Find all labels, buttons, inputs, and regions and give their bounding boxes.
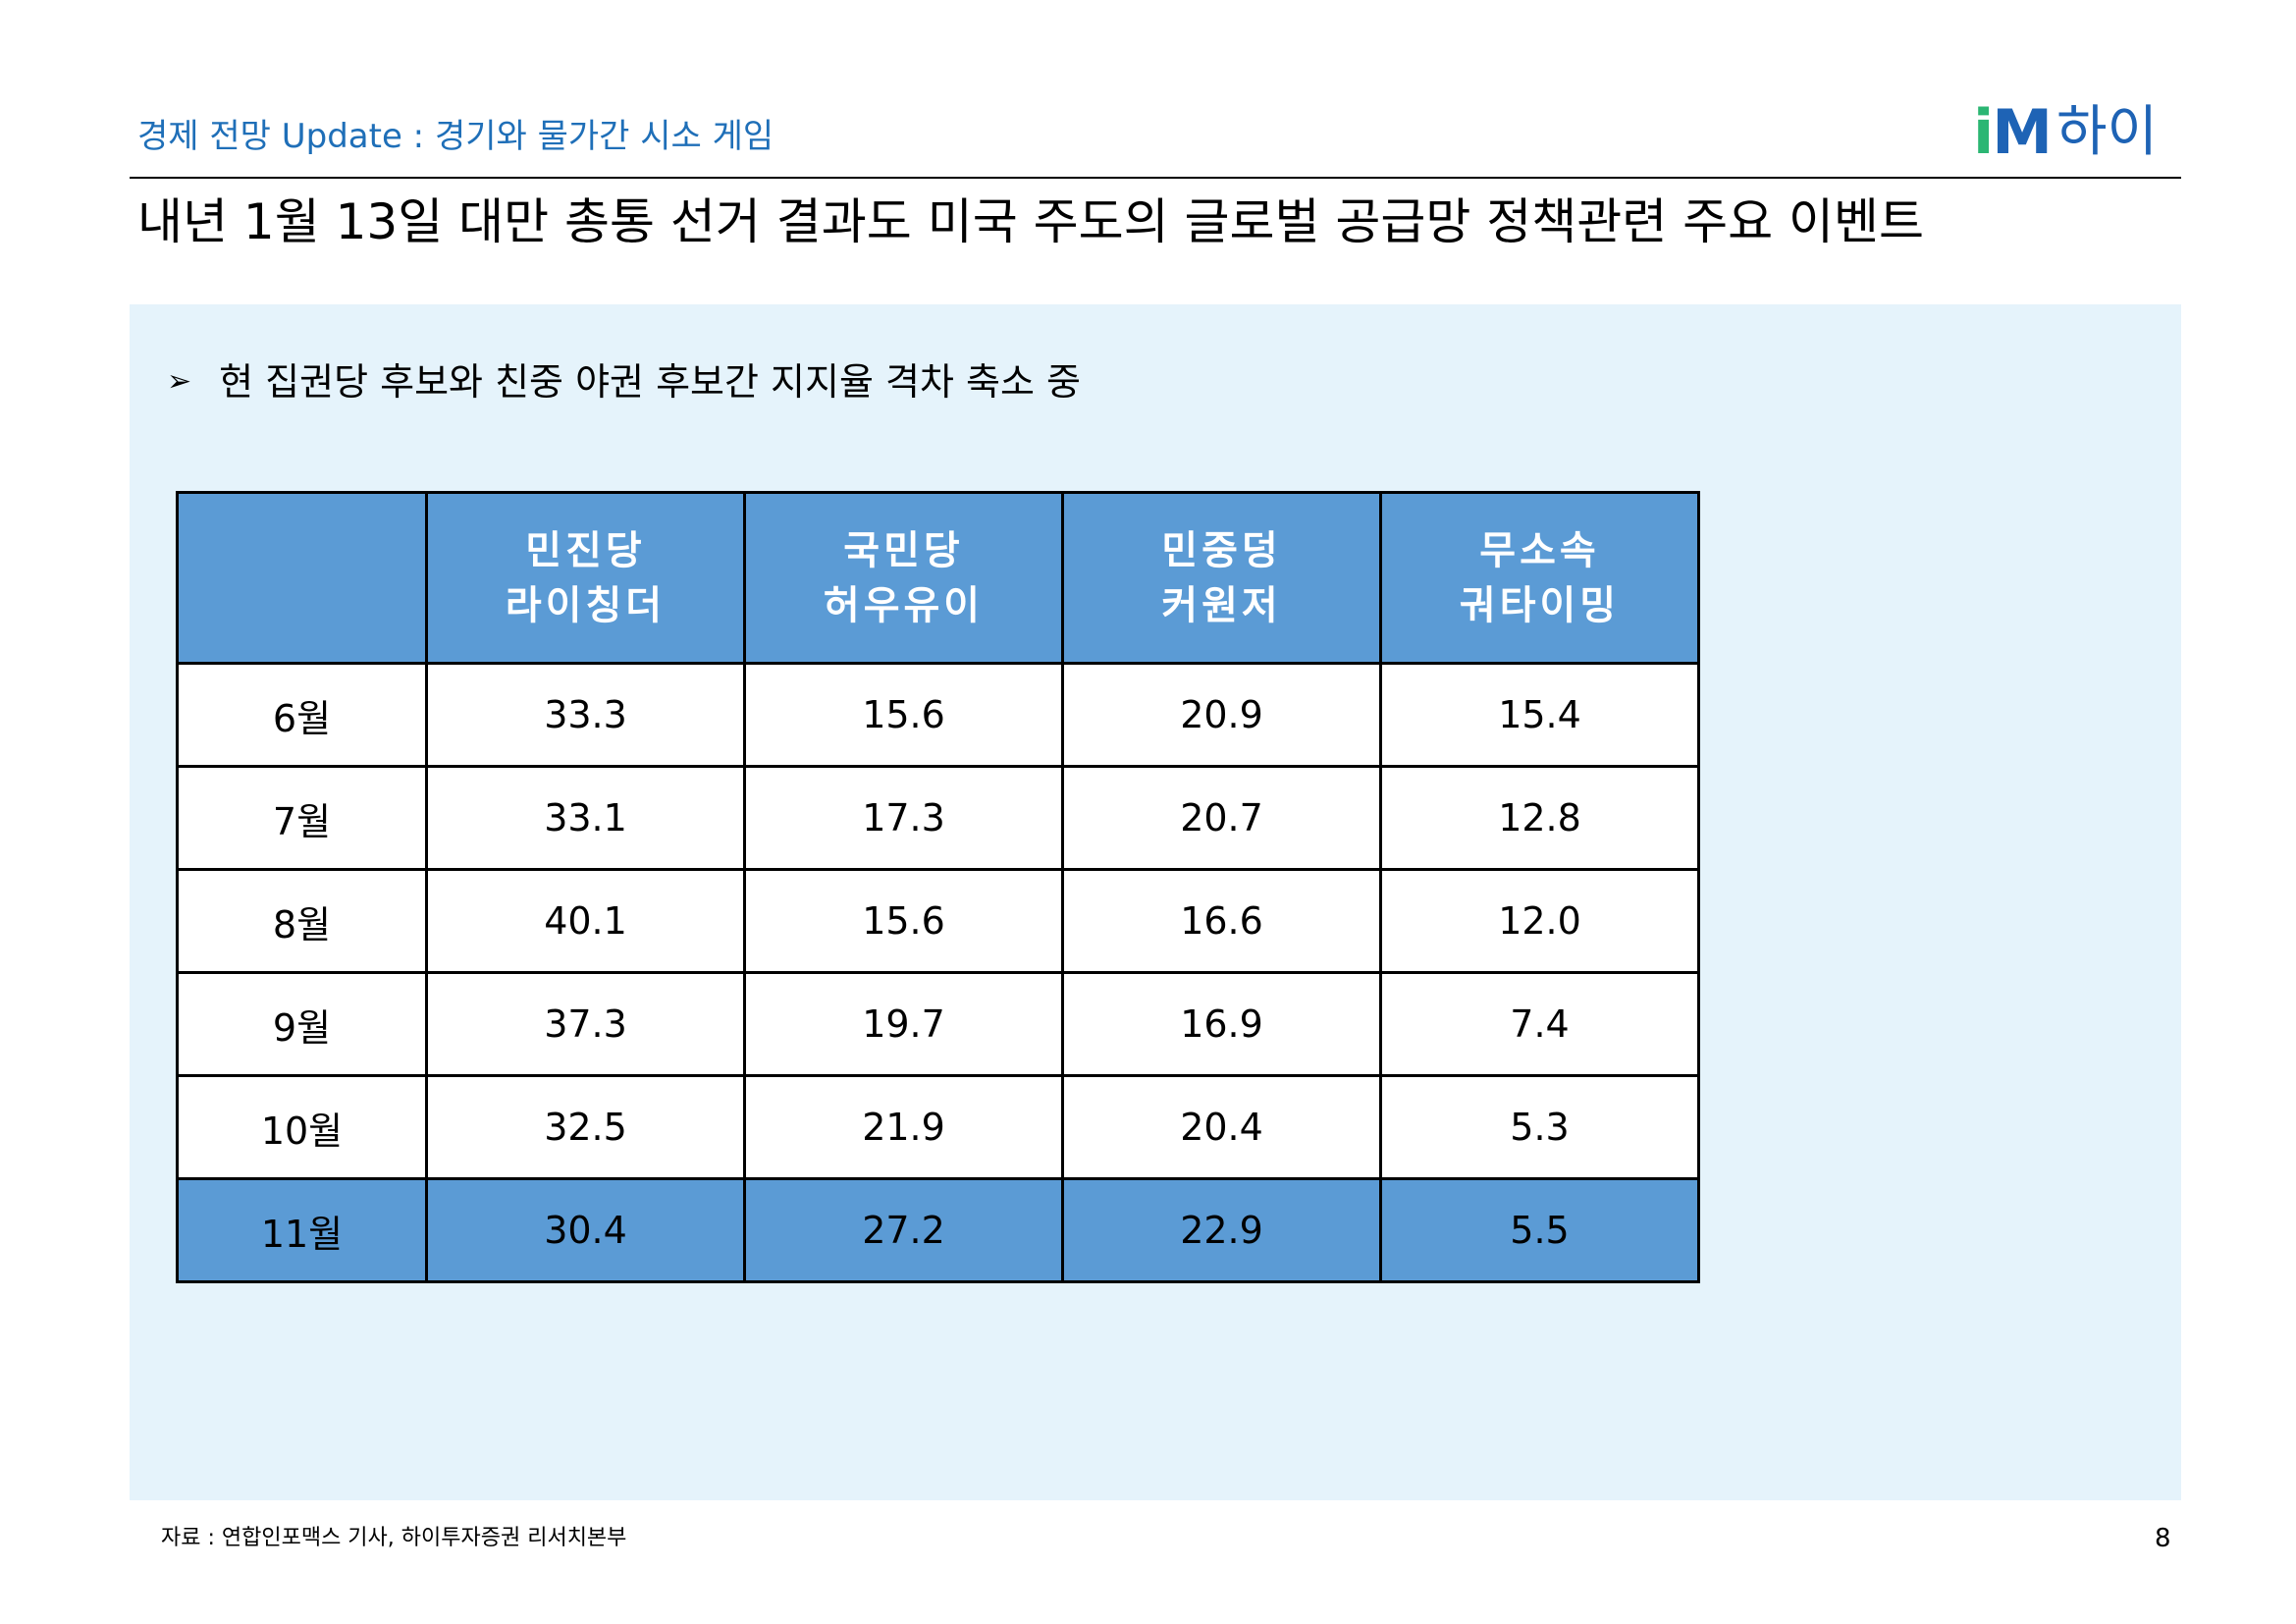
- value-cell: 40.1: [425, 868, 746, 974]
- value-cell: 37.3: [425, 971, 746, 1077]
- month-cell: 7월: [176, 765, 428, 871]
- page-number: 8: [2155, 1524, 2171, 1553]
- logo-i: i: [1973, 96, 1994, 168]
- month-cell: 6월: [176, 662, 428, 768]
- report-subtitle: 경제 전망 Update : 경기와 물가간 시소 게임: [137, 117, 774, 156]
- value-cell: 15.6: [743, 868, 1064, 974]
- value-cell: 21.9: [743, 1074, 1064, 1180]
- party-name: 민진당: [525, 527, 646, 573]
- value-cell: 12.8: [1379, 765, 1700, 871]
- candidate-name: 궈타이밍: [1459, 582, 1621, 628]
- value-cell: 5.3: [1379, 1074, 1700, 1180]
- value-cell: 22.9: [1061, 1177, 1382, 1283]
- table-row-highlighted: 11월 30.4 27.2 22.9 5.5: [176, 1177, 1700, 1283]
- candidate-name: 커원저: [1161, 582, 1282, 628]
- table-row: 7월 33.1 17.3 20.7 12.8: [176, 765, 1700, 871]
- value-cell: 20.7: [1061, 765, 1382, 871]
- value-cell: 5.5: [1379, 1177, 1700, 1283]
- value-cell: 7.4: [1379, 971, 1700, 1077]
- logo-hi: 하이: [2056, 100, 2159, 164]
- candidate-name: 라이칭더: [505, 582, 667, 628]
- bullet-point: ➢ 현 집권당 후보와 친중 야권 후보간 지지율 격차 축소 중: [167, 358, 1081, 406]
- table-row: 8월 40.1 15.6 16.6 12.0: [176, 868, 1700, 974]
- page-title: 내년 1월 13일 대만 총통 선거 결과도 미국 주도의 글로벌 공급망 정책…: [137, 193, 1925, 250]
- arrowhead-bullet-icon: ➢: [167, 364, 192, 399]
- value-cell: 15.6: [743, 662, 1064, 768]
- value-cell: 20.9: [1061, 662, 1382, 768]
- value-cell: 27.2: [743, 1177, 1064, 1283]
- value-cell: 15.4: [1379, 662, 1700, 768]
- value-cell: 16.6: [1061, 868, 1382, 974]
- value-cell: 30.4: [425, 1177, 746, 1283]
- table-row: 9월 37.3 19.7 16.9 7.4: [176, 971, 1700, 1077]
- month-cell: 11월: [176, 1177, 428, 1283]
- month-cell: 9월: [176, 971, 428, 1077]
- value-cell: 19.7: [743, 971, 1064, 1077]
- logo-m: M: [1992, 96, 2053, 168]
- party-name: 민중덩: [1161, 527, 1282, 573]
- party-name: 국민당: [843, 527, 964, 573]
- value-cell: 17.3: [743, 765, 1064, 871]
- source-note: 자료 : 연합인포맥스 기사, 하이투자증권 리서치본부: [161, 1526, 627, 1550]
- header-divider: [130, 177, 2181, 179]
- value-cell: 33.3: [425, 662, 746, 768]
- brand-logo: i M 하이: [1973, 102, 2158, 163]
- value-cell: 16.9: [1061, 971, 1382, 1077]
- value-cell: 20.4: [1061, 1074, 1382, 1180]
- month-cell: 8월: [176, 868, 428, 974]
- table-row: 10월 32.5 21.9 20.4 5.3: [176, 1074, 1700, 1180]
- value-cell: 33.1: [425, 765, 746, 871]
- header-cell-empty: [176, 491, 428, 665]
- bullet-text: 현 집권당 후보와 친중 야권 후보간 지지율 격차 축소 중: [219, 360, 1081, 404]
- month-cell: 10월: [176, 1074, 428, 1180]
- table-row: 6월 33.3 15.6 20.9 15.4: [176, 662, 1700, 768]
- candidate-name: 허우유이: [823, 582, 985, 628]
- party-name: 무소속: [1479, 527, 1600, 573]
- value-cell: 12.0: [1379, 868, 1700, 974]
- value-cell: 32.5: [425, 1074, 746, 1180]
